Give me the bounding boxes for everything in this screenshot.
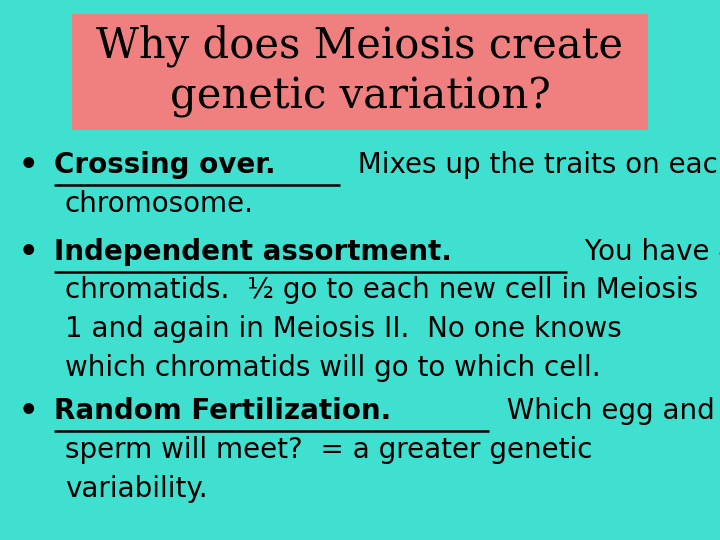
Text: variability.: variability. (65, 475, 207, 503)
Text: Mixes up the traits on each: Mixes up the traits on each (340, 151, 720, 179)
Text: •: • (19, 238, 39, 267)
Text: You have 46: You have 46 (567, 238, 720, 266)
Text: Crossing over.: Crossing over. (54, 151, 276, 179)
Text: •: • (19, 151, 39, 180)
Text: Why does Meiosis create: Why does Meiosis create (96, 24, 624, 67)
Text: 1 and again in Meiosis II.  No one knows: 1 and again in Meiosis II. No one knows (65, 315, 621, 343)
Text: which chromatids will go to which cell.: which chromatids will go to which cell. (65, 354, 600, 382)
Text: Independent assortment.: Independent assortment. (54, 238, 452, 266)
Text: •: • (19, 397, 39, 426)
Text: Which egg and which: Which egg and which (489, 397, 720, 425)
Text: sperm will meet?  = a greater genetic: sperm will meet? = a greater genetic (65, 436, 593, 464)
FancyBboxPatch shape (72, 14, 648, 130)
Text: chromatids.  ½ go to each new cell in Meiosis: chromatids. ½ go to each new cell in Mei… (65, 276, 698, 305)
Text: chromosome.: chromosome. (65, 190, 254, 218)
Text: Random Fertilization.: Random Fertilization. (54, 397, 391, 425)
Text: genetic variation?: genetic variation? (170, 77, 550, 118)
